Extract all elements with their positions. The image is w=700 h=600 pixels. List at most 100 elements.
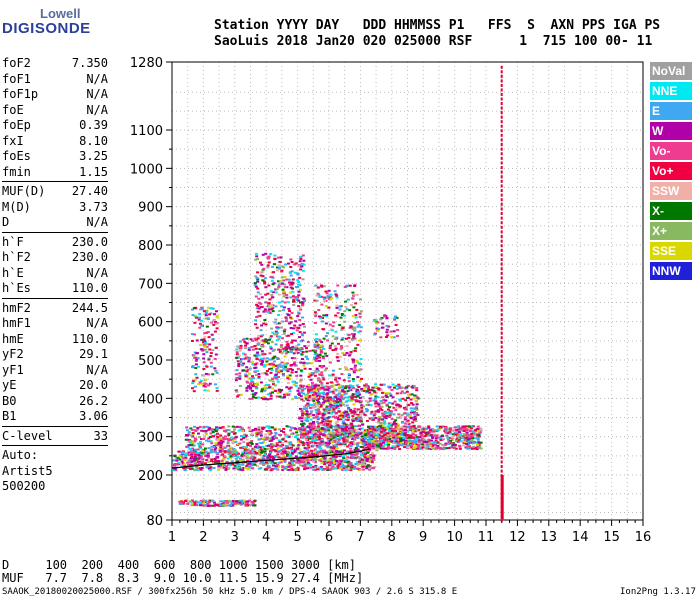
echo-point [298, 324, 302, 327]
echo-point [356, 395, 360, 398]
echo-point [282, 350, 286, 353]
echo-point [294, 382, 298, 385]
param-value: 3.25 [79, 149, 108, 163]
echo-point [367, 439, 371, 442]
echo-point [385, 331, 389, 334]
echo-point [395, 428, 399, 431]
echo-point [268, 460, 272, 463]
echo-point [356, 413, 360, 416]
echo-point [408, 414, 412, 417]
echo-point [390, 336, 394, 339]
echo-point [332, 447, 336, 450]
echo-point [301, 316, 305, 319]
param-row: C-level 33 [2, 429, 108, 445]
echo-point [358, 315, 362, 318]
echo-point [366, 431, 370, 434]
echo-point [466, 443, 470, 446]
echo-point [229, 446, 233, 449]
echo-point [275, 464, 279, 467]
echo-point [340, 412, 344, 415]
echo-point [337, 460, 341, 463]
echo-point [239, 446, 243, 449]
echo-point [387, 430, 391, 433]
echo-point [413, 412, 417, 415]
echo-point [406, 421, 410, 424]
echo-point [269, 394, 273, 397]
param-value: 3.06 [79, 409, 108, 423]
param-value: 20.0 [79, 378, 108, 392]
param-name: h`F [2, 234, 24, 249]
echo-point [244, 344, 248, 347]
echo-point [338, 394, 342, 397]
echo-point [317, 338, 321, 341]
echo-point [303, 345, 307, 348]
echo-point [235, 451, 239, 454]
echo-point [295, 374, 299, 377]
echo-point [290, 433, 294, 436]
echo-point [370, 467, 374, 470]
echo-point [411, 432, 415, 435]
echo-point [180, 460, 184, 463]
echo-point [190, 428, 194, 431]
echo-point [336, 429, 340, 432]
echo-point [362, 437, 366, 440]
echo-point [190, 455, 194, 458]
echo-point [305, 420, 309, 423]
echo-point [467, 425, 471, 428]
echo-point [332, 436, 336, 439]
echo-point [191, 442, 195, 445]
echo-point [289, 367, 293, 370]
echo-point [199, 308, 203, 311]
echo-point [282, 374, 286, 377]
echo-point [218, 503, 222, 506]
echo-point [466, 428, 470, 431]
echo-point [297, 397, 301, 400]
echo-point [321, 455, 325, 458]
echo-point [280, 351, 284, 354]
echo-point [352, 306, 356, 309]
echo-point [358, 460, 362, 463]
echo-point [281, 465, 285, 468]
echo-point [205, 365, 209, 368]
echo-point [239, 347, 243, 350]
echo-point [371, 430, 375, 433]
echo-point [345, 440, 349, 443]
param-separator [2, 425, 108, 427]
echo-point [196, 453, 200, 456]
echo-point [280, 276, 284, 279]
echo-point [336, 431, 340, 434]
echo-point [250, 361, 254, 364]
echo-point [320, 320, 324, 323]
echo-point [224, 437, 228, 440]
echo-point [268, 466, 272, 469]
echo-point [267, 384, 271, 387]
echo-point [203, 340, 207, 343]
echo-point [359, 310, 363, 313]
echo-point [255, 340, 259, 343]
echo-point [377, 440, 381, 443]
echo-point [189, 427, 193, 430]
echo-point [216, 439, 220, 442]
echo-point [333, 452, 337, 455]
echo-point [307, 442, 311, 445]
param-name: h`E [2, 265, 24, 280]
echo-point [447, 440, 451, 443]
echo-point [444, 442, 448, 445]
echo-point [280, 269, 284, 272]
echo-point [328, 402, 332, 405]
echo-point [354, 314, 358, 317]
echo-point [278, 434, 282, 437]
echo-point [269, 443, 273, 446]
echo-point [305, 362, 309, 365]
echo-point [294, 395, 298, 398]
echo-point [263, 282, 267, 285]
echo-point [356, 431, 360, 434]
echo-point [301, 414, 305, 417]
echo-point [236, 425, 240, 428]
echo-point [288, 390, 292, 393]
echo-point [453, 426, 457, 429]
echo-point [322, 297, 326, 300]
echo-point [219, 438, 223, 441]
echo-point [172, 459, 176, 462]
echo-point [344, 430, 348, 433]
